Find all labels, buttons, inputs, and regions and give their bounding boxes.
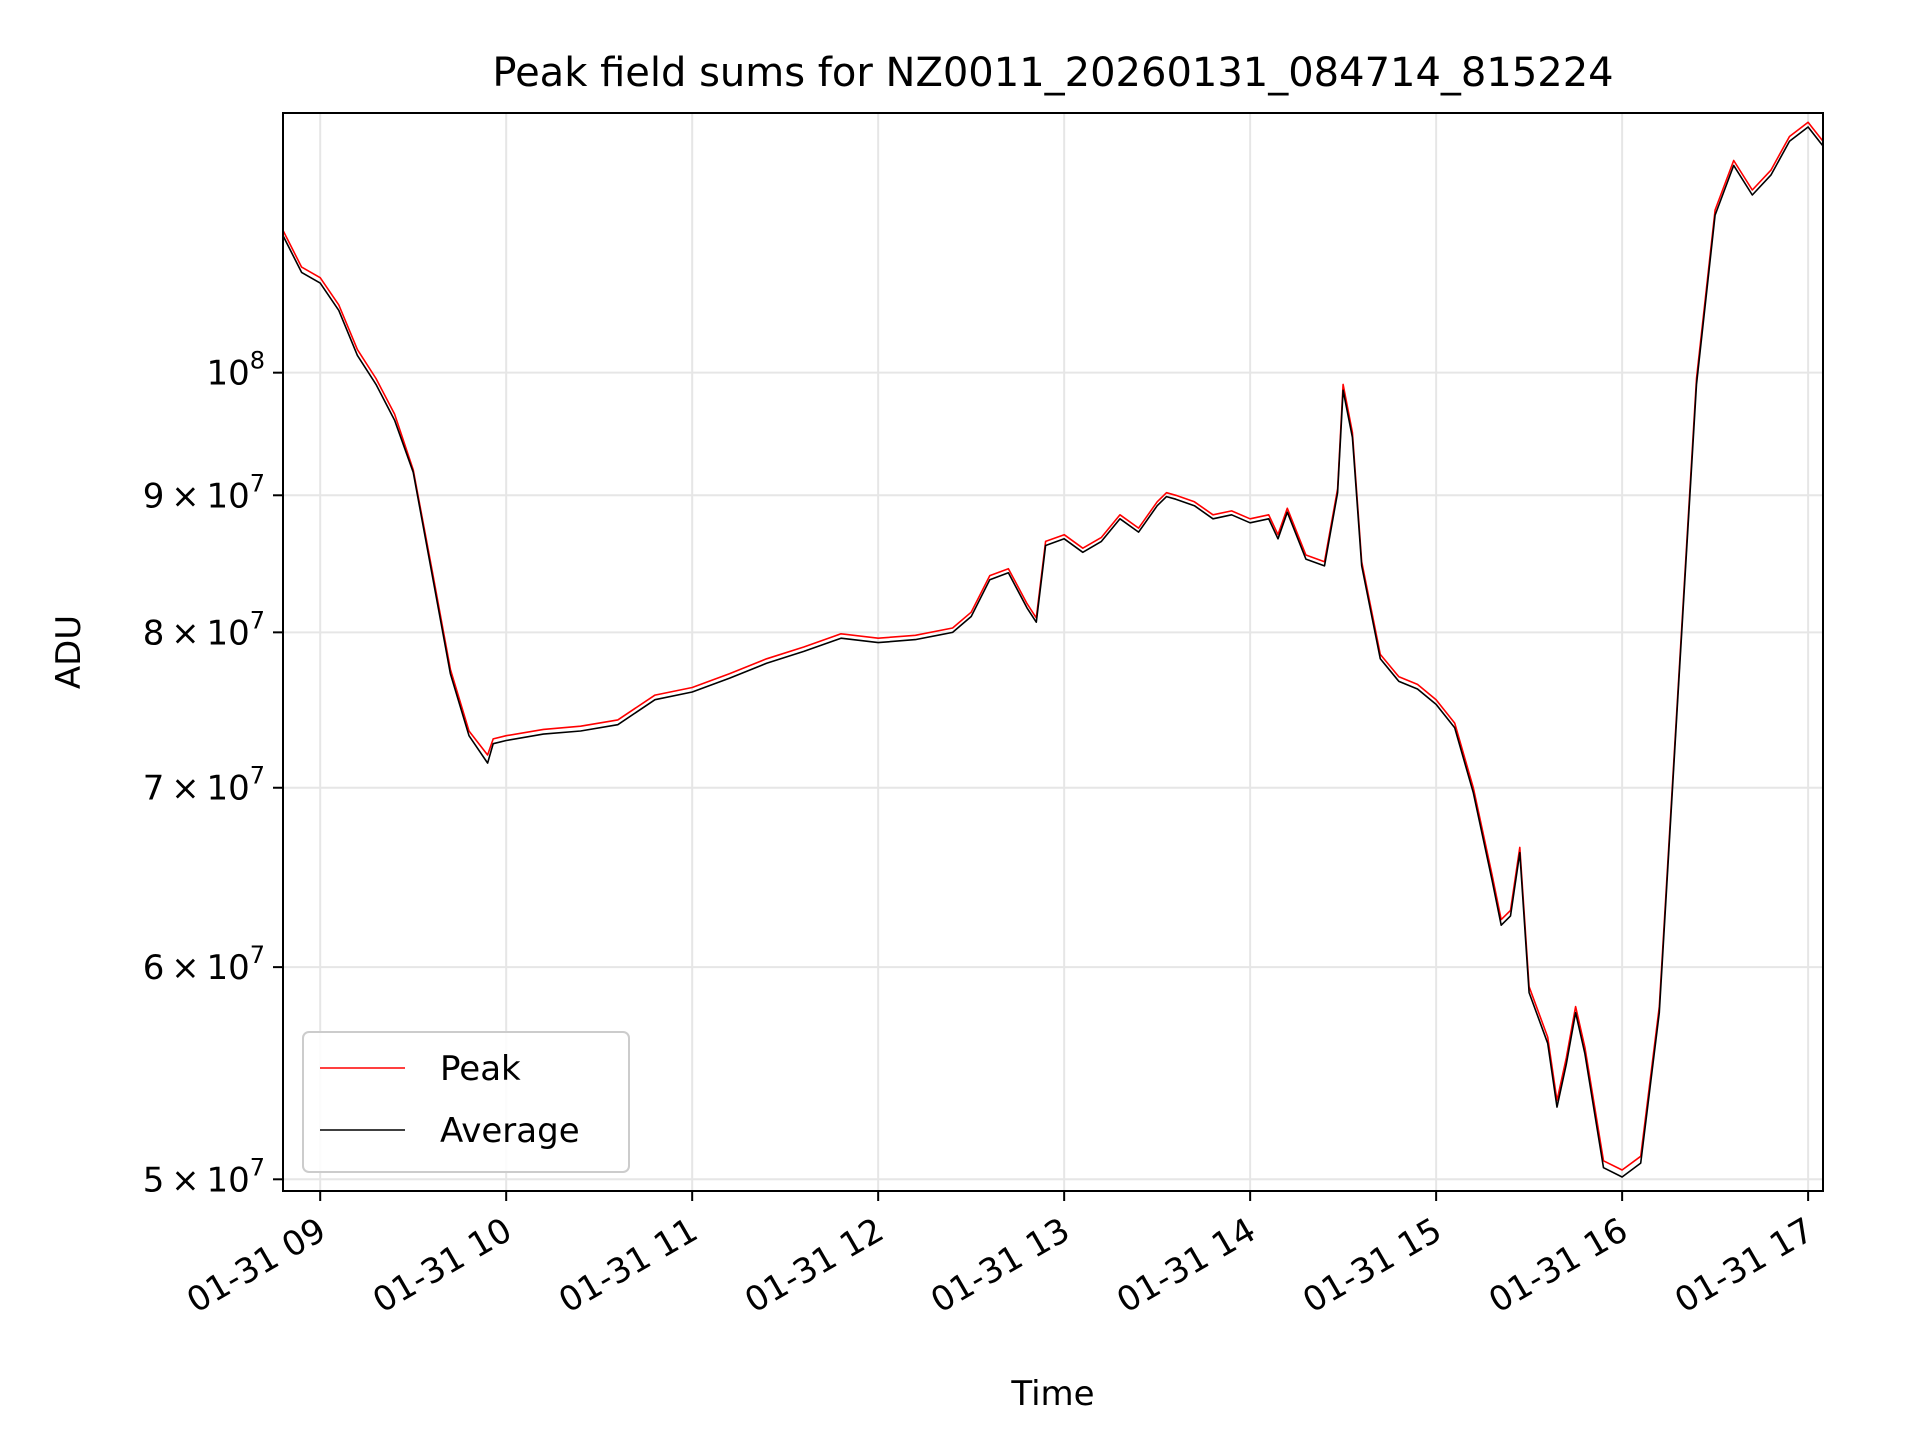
legend-label-peak: Peak xyxy=(440,1049,521,1089)
series-layer xyxy=(282,121,1824,1178)
y-tick-label: 108 xyxy=(206,347,265,394)
series-line-peak xyxy=(282,121,1824,1171)
y-tick-label: 6 × 107 xyxy=(143,941,265,988)
series-line-average xyxy=(282,126,1824,1178)
legend: Peak Average xyxy=(302,1031,630,1173)
chart-title: Peak field sums for NZ0011_20260131_0847… xyxy=(492,50,1613,96)
y-tick-label: 8 × 107 xyxy=(143,606,265,653)
legend-label-average: Average xyxy=(440,1111,580,1151)
grid xyxy=(283,113,1823,1191)
y-tick-label: 7 × 107 xyxy=(143,762,265,809)
y-tick-label: 9 × 107 xyxy=(143,469,265,516)
y-axis-label: ADU xyxy=(49,615,89,689)
plot-frame xyxy=(282,112,1824,1192)
legend-box xyxy=(302,1031,630,1173)
x-axis-label: Time xyxy=(1010,1374,1094,1414)
y-tick-label: 5 × 107 xyxy=(143,1153,265,1200)
